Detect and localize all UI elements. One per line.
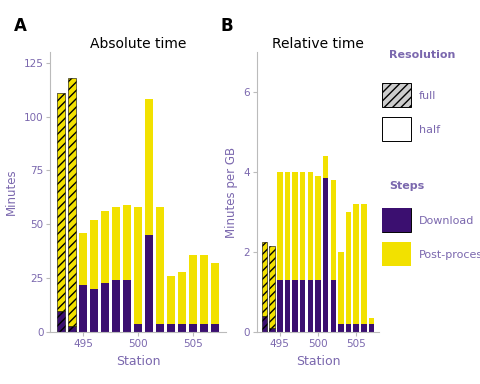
Bar [300,172,305,280]
Bar [353,204,359,324]
Bar [292,280,298,332]
Bar [308,280,313,332]
X-axis label: Station: Station [296,355,340,367]
Bar [134,324,142,332]
Bar [167,276,175,324]
Bar [112,280,120,332]
Bar [331,180,336,280]
Bar [145,235,153,332]
Text: Steps: Steps [389,180,425,190]
Y-axis label: Minutes per GB: Minutes per GB [225,146,238,238]
Bar [346,212,351,324]
Bar [292,172,298,280]
Bar [101,212,109,283]
Text: Resolution: Resolution [389,50,456,60]
Bar [58,93,65,311]
Bar [90,220,98,289]
Bar [68,78,76,326]
Text: B: B [221,17,233,35]
Bar [58,311,65,332]
Bar [156,207,164,324]
Bar [277,280,283,332]
Bar [178,324,186,332]
Text: Download: Download [419,216,474,226]
X-axis label: Station: Station [116,355,160,367]
Bar [134,207,142,324]
Bar [145,99,153,235]
FancyBboxPatch shape [382,208,411,232]
Bar [277,172,283,280]
FancyBboxPatch shape [382,83,411,107]
Bar [211,324,218,332]
Bar [167,324,175,332]
Bar [285,172,290,280]
Y-axis label: Minutes: Minutes [5,169,18,215]
Bar [262,242,267,316]
Bar [123,280,131,332]
Bar [79,233,87,285]
Bar [353,324,359,332]
Bar [331,280,336,332]
Text: full: full [419,91,436,101]
Bar [178,272,186,324]
Bar [323,178,328,332]
FancyBboxPatch shape [382,242,411,266]
FancyBboxPatch shape [382,208,411,232]
Text: A: A [14,17,27,35]
Bar [112,207,120,280]
Bar [200,324,208,332]
Bar [101,283,109,332]
Bar [123,205,131,280]
Bar [315,176,321,280]
Bar [189,324,197,332]
Bar [269,328,275,332]
Bar [156,324,164,332]
Title: Absolute time: Absolute time [90,37,186,51]
Bar [285,280,290,332]
Bar [369,318,374,324]
Text: Post-processi: Post-processi [419,250,480,260]
FancyBboxPatch shape [382,117,411,141]
Bar [189,255,197,324]
Bar [338,252,344,324]
Bar [308,172,313,280]
Title: Relative time: Relative time [272,37,364,51]
Bar [315,280,321,332]
Bar [211,263,218,324]
Bar [200,255,208,324]
Bar [361,204,367,324]
Bar [323,156,328,178]
Bar [361,324,367,332]
Bar [68,326,76,332]
Bar [269,246,275,328]
Bar [262,316,267,332]
Bar [338,324,344,332]
Bar [346,324,351,332]
Text: half: half [419,125,440,135]
Bar [369,324,374,332]
Bar [90,289,98,332]
Bar [300,280,305,332]
Bar [79,285,87,332]
